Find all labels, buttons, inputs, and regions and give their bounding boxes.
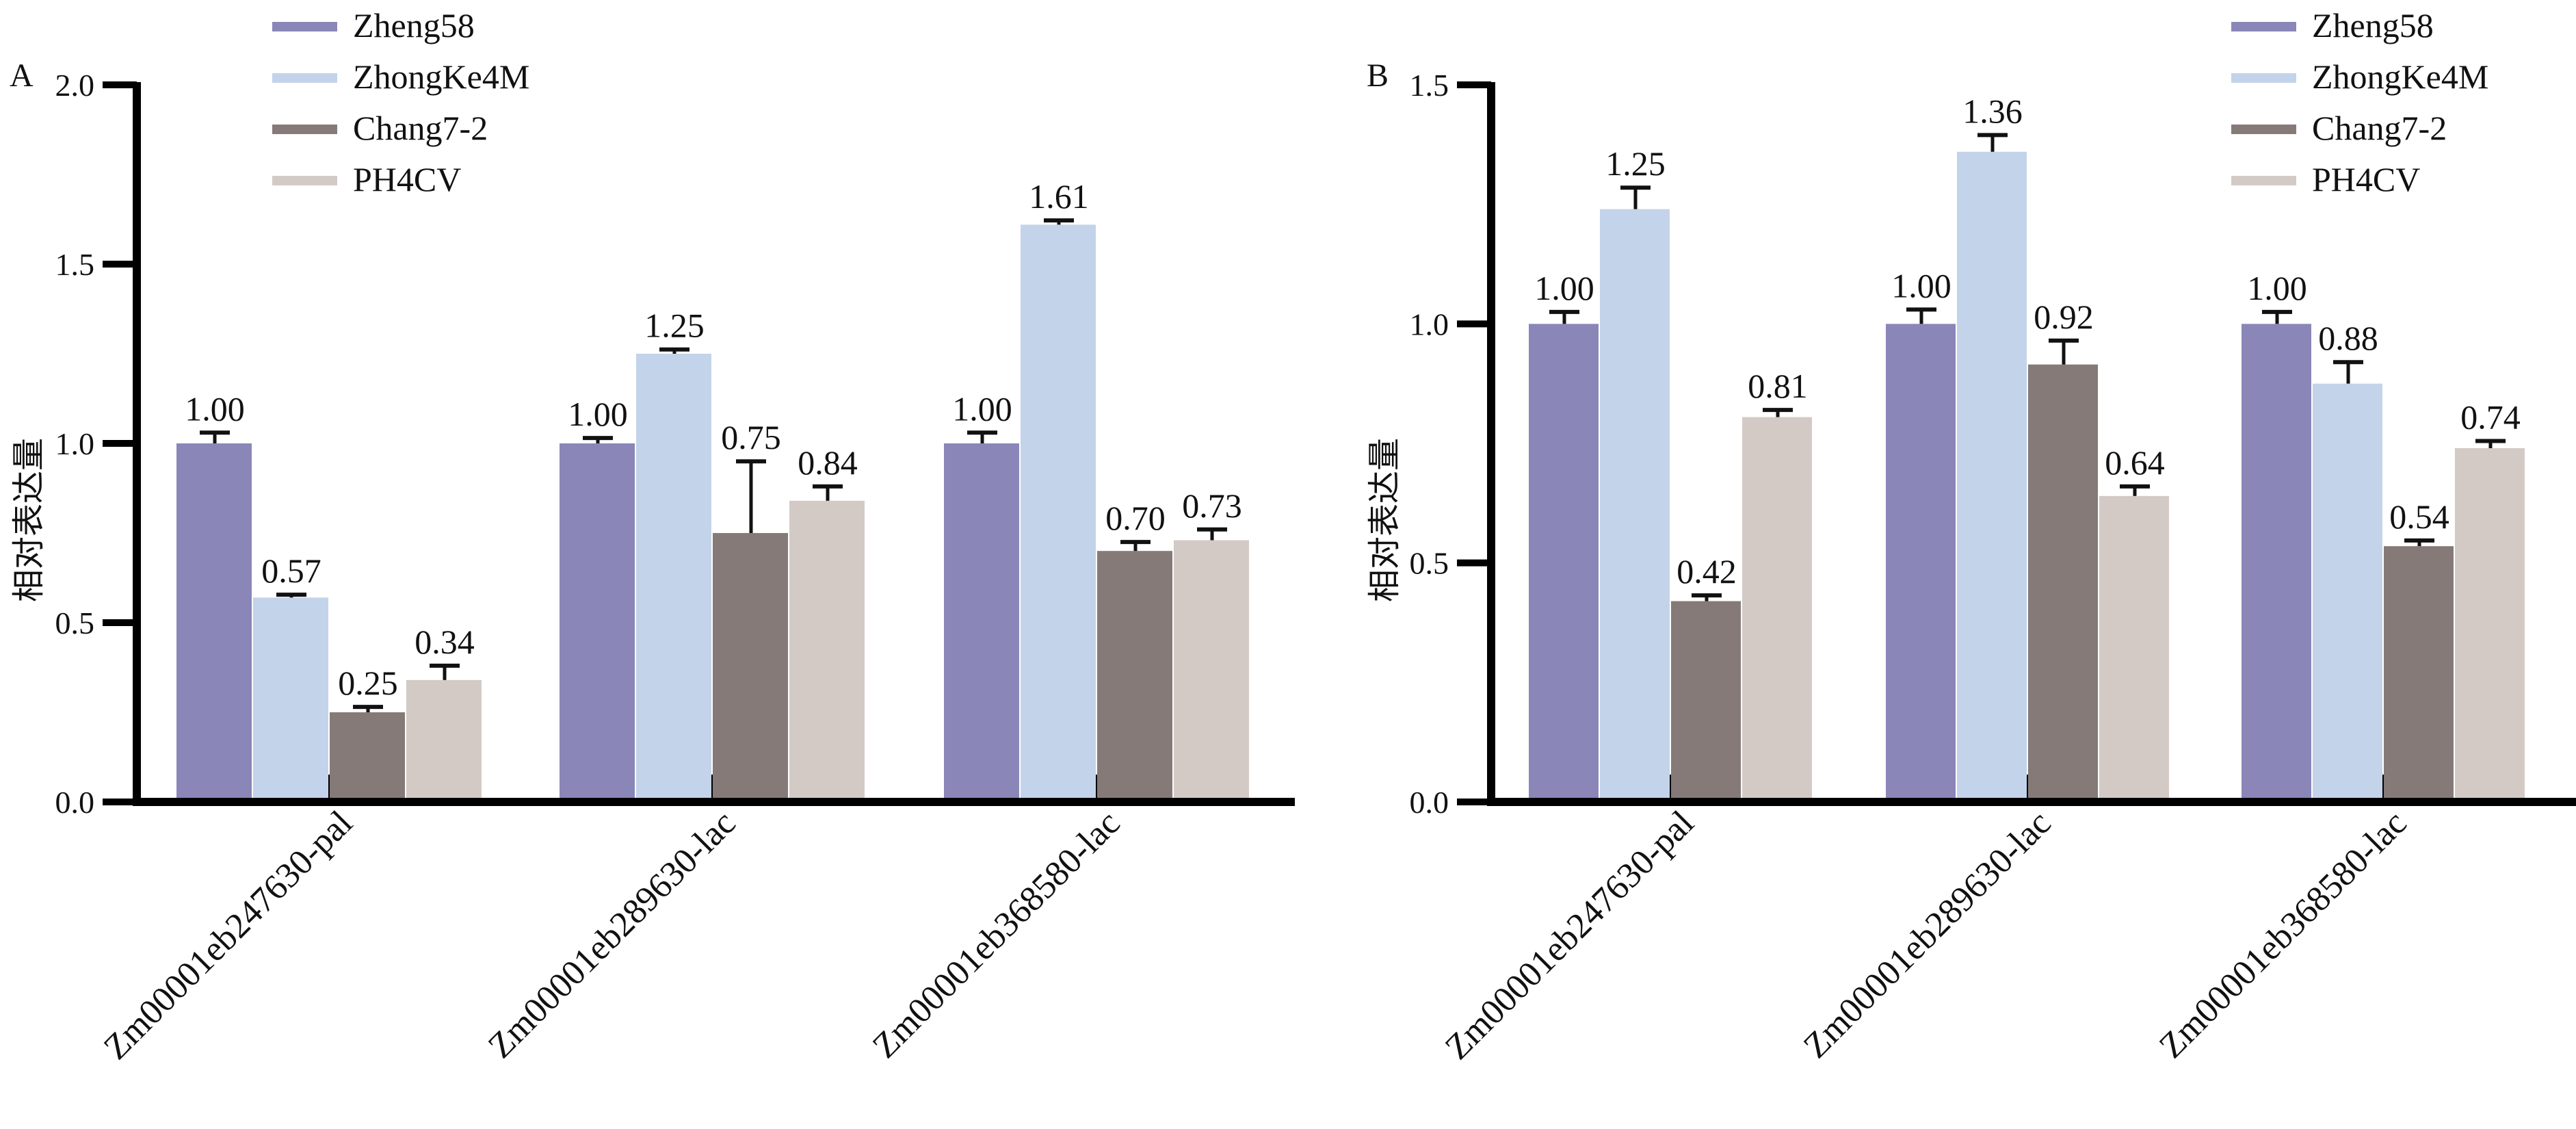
data-label: 0.88 <box>2318 319 2378 357</box>
y-axis-label-a: 相对表达量 <box>11 438 47 602</box>
bar-zhongke4m <box>1957 151 2027 798</box>
bar-chang7-2 <box>330 712 405 798</box>
legend-label: ZhongKe4M <box>353 57 529 96</box>
bar-zheng58 <box>2242 324 2311 798</box>
bar-zhongke4m <box>2313 383 2382 798</box>
bar-chang7-2 <box>2028 364 2098 798</box>
y-tick-label: 0.0 <box>1410 785 1449 820</box>
data-label: 1.00 <box>568 395 628 433</box>
bar-zheng58 <box>560 443 635 798</box>
data-label: 0.25 <box>338 664 398 702</box>
panel-label-a: A <box>10 57 34 94</box>
legend-label: PH4CV <box>353 160 461 198</box>
bar-ph4cv <box>789 500 865 798</box>
bar-ph4cv <box>1174 540 1249 798</box>
bars-b: 1.00 1.25 0.42 0.81 1.00 1.36 0.92 0.64 1.00 0.88… <box>1529 92 2525 798</box>
legend-swatch <box>272 22 337 31</box>
y-axis-label-b: 相对表达量 <box>1367 438 1403 602</box>
bar-zheng58 <box>176 443 252 798</box>
legend-swatch <box>272 73 337 83</box>
y-tick-label: 1.5 <box>1410 68 1449 103</box>
data-label: 1.00 <box>1891 266 1951 304</box>
data-label: 0.57 <box>261 551 321 590</box>
data-label: 1.00 <box>2247 269 2307 307</box>
bar-zhongke4m <box>253 597 328 798</box>
data-label: 0.84 <box>798 443 858 482</box>
legend-swatch <box>2231 22 2296 31</box>
legend-label: Chang7-2 <box>2312 109 2447 147</box>
legend-label: PH4CV <box>2312 160 2420 198</box>
bar-chang7-2 <box>2384 546 2454 798</box>
data-label: 1.61 <box>1029 177 1089 216</box>
legend-swatch <box>2231 125 2296 134</box>
data-label: 0.34 <box>415 623 475 661</box>
y-tick-label: 2.0 <box>55 68 95 103</box>
bar-zheng58 <box>1529 324 1599 798</box>
bar-zheng58 <box>944 443 1019 798</box>
bar-zhongke4m <box>1600 209 1670 798</box>
legend-b: Zheng58 ZhongKe4M Chang7-2 PH4CV <box>2231 6 2488 198</box>
data-label: 0.75 <box>721 418 781 456</box>
data-label: 0.54 <box>2389 497 2449 536</box>
legend-swatch <box>272 176 337 185</box>
legend-swatch <box>272 125 337 134</box>
bar-chang7-2 <box>713 533 788 798</box>
legend-swatch <box>2231 73 2296 83</box>
bar-chang7-2 <box>1097 551 1172 798</box>
legend-label: Zheng58 <box>2312 6 2434 44</box>
y-tick-label: 0.0 <box>55 785 95 820</box>
legend-a: Zheng58 ZhongKe4M Chang7-2 PH4CV <box>272 6 529 198</box>
data-label: 0.42 <box>1677 552 1737 591</box>
data-label: 0.73 <box>1182 486 1242 525</box>
panel-label-b: B <box>1367 57 1389 94</box>
data-label: 0.81 <box>1748 367 1808 405</box>
bars-a: 1.00 0.57 0.25 0.34 1.00 1.25 0.75 0.84 1.00 1.61… <box>176 177 1249 798</box>
data-label: 0.74 <box>2460 398 2521 437</box>
legend-swatch <box>2231 176 2296 185</box>
data-label: 1.00 <box>1534 269 1594 307</box>
data-label: 0.64 <box>2105 443 2165 482</box>
data-label: 1.36 <box>1962 92 2023 130</box>
bar-ph4cv <box>2099 495 2169 798</box>
bar-zhongke4m <box>636 354 711 798</box>
y-tick-label: 1.0 <box>1410 307 1449 341</box>
bar-ph4cv <box>1742 417 1812 798</box>
legend-label: ZhongKe4M <box>2312 57 2488 96</box>
bar-zhongke4m <box>1021 224 1096 798</box>
data-label: 1.00 <box>952 389 1012 428</box>
legend-label: Chang7-2 <box>353 109 488 147</box>
bar-chang7-2 <box>1671 601 1741 798</box>
y-tick-label: 0.5 <box>1410 546 1449 581</box>
legend-label: Zheng58 <box>353 6 475 44</box>
data-label: 0.92 <box>2034 298 2094 336</box>
y-tick-label: 1.0 <box>55 426 95 461</box>
data-label: 1.25 <box>1605 144 1666 183</box>
bar-zheng58 <box>1886 324 1956 798</box>
bar-ph4cv <box>2455 447 2525 798</box>
data-label: 0.70 <box>1105 499 1166 537</box>
y-tick-label: 1.5 <box>55 247 95 282</box>
data-label: 1.00 <box>185 389 245 428</box>
bar-ph4cv <box>406 679 482 798</box>
y-tick-label: 0.5 <box>55 606 95 640</box>
data-label: 1.25 <box>644 307 705 345</box>
